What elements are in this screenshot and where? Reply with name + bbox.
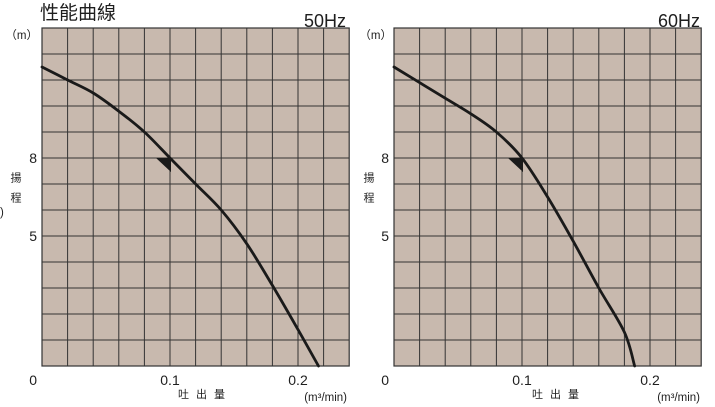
x-tick-label: 0.2 (640, 372, 660, 388)
y-tick-label: 5 (381, 228, 389, 244)
rated-point-marker (156, 158, 171, 172)
y-axis-unit: （m） (359, 29, 392, 42)
x-tick-label: 0 (381, 372, 389, 388)
x-axis-label: 吐出量 (178, 387, 232, 401)
y-tick-label: 8 (29, 150, 37, 166)
plot-area-50hz: 0 0.1 0.2 8 5 (29, 27, 350, 388)
performance-curve-line (40, 65, 320, 368)
y-axis-label-fragment: ) (0, 207, 4, 219)
chart-title: 60Hz (658, 11, 700, 31)
x-axis-label: 吐出量 (532, 387, 586, 401)
x-axis-unit: (m³/min) (304, 392, 347, 404)
chart-60hz: 60Hz （m） 揚程 吐出量 (m³/min) 0 0.1 0.2 8 5 (359, 11, 702, 404)
chart-50hz: 50Hz （m） 揚程 ) 吐出量 (m³/min) 0 0.1 0.2 8 5 (0, 11, 350, 404)
x-tick-label: 0.1 (512, 372, 532, 388)
x-tick-label: 0.2 (288, 372, 308, 388)
y-axis-label: 揚程 (362, 172, 375, 212)
y-axis-label: 揚程 (9, 172, 22, 212)
page-title: 性能曲線 (40, 2, 116, 24)
y-tick-label: 8 (381, 150, 389, 166)
y-tick-label: 5 (29, 228, 37, 244)
plot-border (41, 27, 350, 367)
x-tick-label: 0 (29, 372, 37, 388)
x-tick-label: 0.1 (160, 372, 180, 388)
plot-border (393, 27, 702, 367)
plot-area-60hz: 0 0.1 0.2 8 5 (381, 27, 702, 388)
rated-point-marker (508, 158, 523, 172)
y-axis-unit: （m） (5, 29, 38, 42)
x-axis-unit: (m³/min) (657, 392, 700, 404)
chart-title: 50Hz (304, 11, 346, 31)
